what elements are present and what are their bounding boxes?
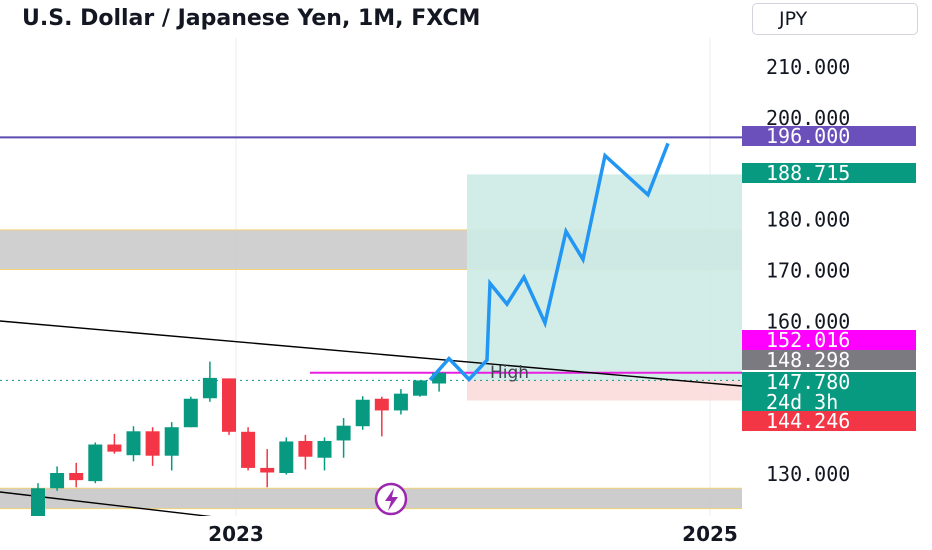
candle-body [279, 441, 294, 473]
y-tick-label: 200.000 [766, 106, 850, 130]
price-label: 188.715 [766, 161, 850, 185]
candle-body [50, 473, 65, 489]
annotation-high: High [490, 363, 529, 383]
candle-body [241, 431, 256, 468]
projection-path [428, 142, 670, 382]
price-label-bg [742, 163, 916, 183]
chart-title: U.S. Dollar / Japanese Yen, 1M, FXCM [22, 6, 481, 31]
y-tick-label: 130.000 [766, 462, 850, 486]
candle-body [69, 473, 84, 481]
candle-body [202, 377, 217, 399]
candle-body [432, 372, 447, 384]
candle-body [126, 431, 141, 456]
price-label: 148.298 [766, 348, 850, 372]
stop-zone [467, 379, 742, 401]
candle-body [145, 431, 160, 456]
demand-zone [0, 488, 742, 509]
price-label: 147.780 [766, 370, 850, 394]
trend-line-upper [0, 320, 742, 387]
price-label-bg [742, 350, 916, 370]
candle-body [374, 398, 389, 411]
candle-body [31, 488, 45, 516]
candle-body [393, 393, 408, 411]
lightning-icon [385, 488, 398, 511]
y-tick-label: 160.000 [766, 309, 850, 333]
y-tick-label: 180.000 [766, 208, 850, 232]
candle-body [355, 399, 370, 427]
candle-body [413, 380, 427, 396]
y-tick-label: 170.000 [766, 259, 850, 283]
price-label-bg [742, 411, 916, 431]
candle-body [222, 378, 236, 432]
candle-body [164, 427, 179, 456]
price-label: 152.016 [766, 328, 850, 352]
price-label: 144.246 [766, 409, 850, 433]
candle-body [317, 440, 332, 458]
candle-body [107, 444, 122, 452]
price-label-bg [742, 330, 916, 350]
currency-button[interactable]: JPY [752, 3, 918, 35]
x-tick-label: 2025 [682, 522, 738, 546]
price-label: 196.000 [766, 124, 850, 148]
plot-area [0, 38, 742, 516]
candle-body [183, 398, 198, 428]
price-label-countdown: 24d 3h [766, 390, 838, 414]
candle-body [298, 440, 313, 457]
candle-body [260, 467, 275, 473]
y-tick-label: 210.000 [766, 55, 850, 79]
candle-body [88, 444, 103, 482]
price-label-bg [742, 372, 916, 412]
x-tick-label: 2023 [208, 522, 264, 546]
price-label-bg [742, 126, 916, 146]
candle-body [336, 425, 351, 441]
target-zone [467, 174, 742, 380]
